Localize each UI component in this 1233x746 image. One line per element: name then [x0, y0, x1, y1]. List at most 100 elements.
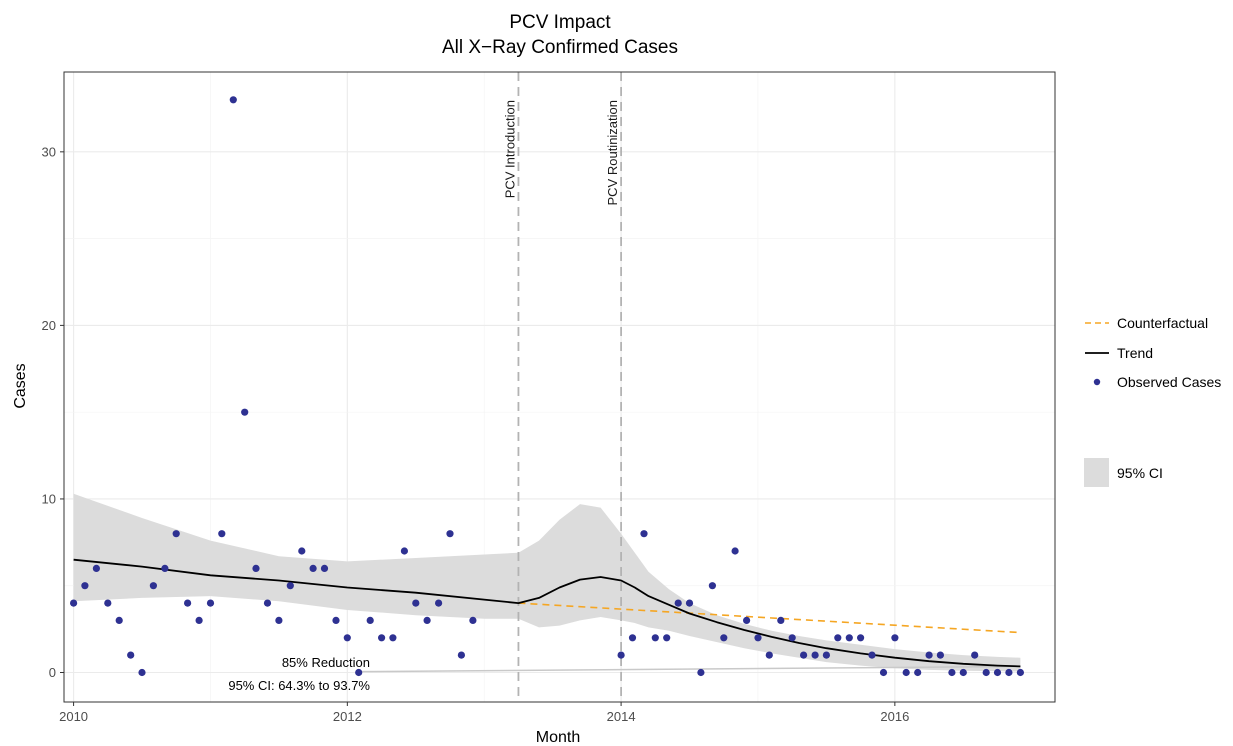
- observed-point: [811, 651, 819, 659]
- observed-point: [70, 599, 78, 607]
- event-label: PCV Introduction: [502, 100, 517, 198]
- observed-point: [628, 634, 637, 642]
- observed-point: [469, 616, 477, 625]
- observed-point: [731, 547, 739, 555]
- observed-point: [366, 616, 374, 625]
- observed-point: [127, 651, 135, 659]
- observed-point: [446, 530, 454, 538]
- legend-key-ci: [1084, 458, 1109, 487]
- x-tick-label: 2010: [59, 709, 88, 724]
- observed-point: [355, 668, 363, 677]
- observed-point: [993, 668, 1002, 677]
- legend-label: Trend: [1117, 345, 1153, 361]
- observed-point: [184, 599, 192, 607]
- x-axis-title: Month: [536, 729, 580, 746]
- observed-point: [708, 582, 717, 590]
- legend-label: 95% CI: [1117, 465, 1163, 481]
- observed-point: [241, 408, 249, 416]
- observed-point: [617, 651, 625, 659]
- observed-point: [697, 668, 705, 677]
- observed-point: [218, 530, 226, 538]
- observed-point: [914, 668, 922, 677]
- observed-point: [400, 547, 408, 555]
- observed-point: [298, 547, 306, 555]
- observed-point: [320, 564, 329, 573]
- observed-point: [674, 599, 682, 607]
- observed-point: [834, 634, 842, 642]
- y-tick-label: 10: [42, 491, 56, 506]
- observed-point: [743, 616, 751, 625]
- observed-point: [857, 634, 865, 642]
- observed-point: [378, 634, 386, 642]
- observed-point: [138, 668, 146, 677]
- chart-title: PCV Impact: [509, 12, 611, 33]
- observed-point: [81, 582, 89, 590]
- event-label: PCV Routinization: [605, 100, 620, 206]
- y-tick-label: 0: [49, 665, 56, 680]
- observed-point: [936, 651, 945, 659]
- annotation-reduction: 85% Reduction: [282, 655, 370, 670]
- observed-point: [765, 651, 773, 659]
- y-axis-title: Cases: [12, 363, 29, 408]
- observed-point: [286, 582, 294, 590]
- observed-point: [971, 651, 979, 659]
- observed-point: [663, 634, 671, 642]
- observed-point: [777, 616, 785, 625]
- plot-area: PCV Introduction PCV Routinization 85% Red…: [42, 71, 1056, 724]
- observed-point: [115, 616, 123, 625]
- reduction-reference-line: [358, 665, 1021, 673]
- trend-line: [73, 558, 1021, 668]
- observed-point: [651, 634, 659, 642]
- panel-border: [63, 71, 1056, 703]
- observed-point: [149, 582, 157, 590]
- observed-point: [800, 651, 808, 659]
- legend-label: Counterfactual: [1117, 315, 1208, 331]
- observed-point: [959, 668, 967, 677]
- observed-point: [172, 530, 180, 538]
- observed-point: [1016, 668, 1024, 677]
- chart-subtitle: All X−Ray Confirmed Cases: [442, 37, 678, 58]
- observed-point: [948, 668, 956, 677]
- observed-point: [879, 668, 888, 677]
- observed-point: [640, 530, 648, 538]
- y-tick-label: 20: [42, 318, 56, 333]
- ci-band: [73, 493, 1021, 672]
- observed-point: [206, 599, 215, 607]
- observed-point: [902, 668, 910, 677]
- annotation-ci: 95% CI: 64.3% to 93.7%: [228, 678, 370, 693]
- y-tick-label: 30: [42, 144, 56, 159]
- observed-point: [685, 599, 694, 607]
- observed-point: [891, 634, 899, 642]
- observed-point: [868, 651, 876, 659]
- observed-point: [788, 634, 796, 642]
- observed-point: [925, 651, 933, 659]
- observed-point: [343, 634, 351, 642]
- observed-point: [1005, 668, 1013, 677]
- observed-point: [389, 634, 397, 642]
- observed-point: [435, 599, 443, 607]
- observed-point: [195, 616, 203, 625]
- observed-point: [252, 564, 260, 573]
- x-tick-label: 2012: [333, 709, 362, 724]
- observed-point: [229, 96, 237, 104]
- observed-point: [275, 616, 283, 625]
- x-tick-label: 2016: [880, 709, 909, 724]
- observed-point: [754, 634, 762, 642]
- observed-point: [412, 599, 420, 607]
- observed-point: [263, 599, 272, 607]
- legend: Counterfactual Trend Observed Cases 95% CI: [1084, 315, 1221, 487]
- observed-point: [309, 564, 317, 573]
- x-tick-label: 2014: [607, 709, 636, 724]
- observed-point: [423, 616, 431, 625]
- observed-point: [982, 668, 990, 677]
- observed-point: [104, 599, 112, 607]
- observed-point: [332, 616, 340, 625]
- observed-point: [161, 564, 169, 573]
- observed-point: [845, 634, 853, 642]
- observed-point: [457, 651, 465, 659]
- legend-label: Observed Cases: [1117, 374, 1221, 390]
- observed-point: [822, 651, 831, 659]
- observed-point: [720, 634, 728, 642]
- observed-point: [92, 564, 100, 573]
